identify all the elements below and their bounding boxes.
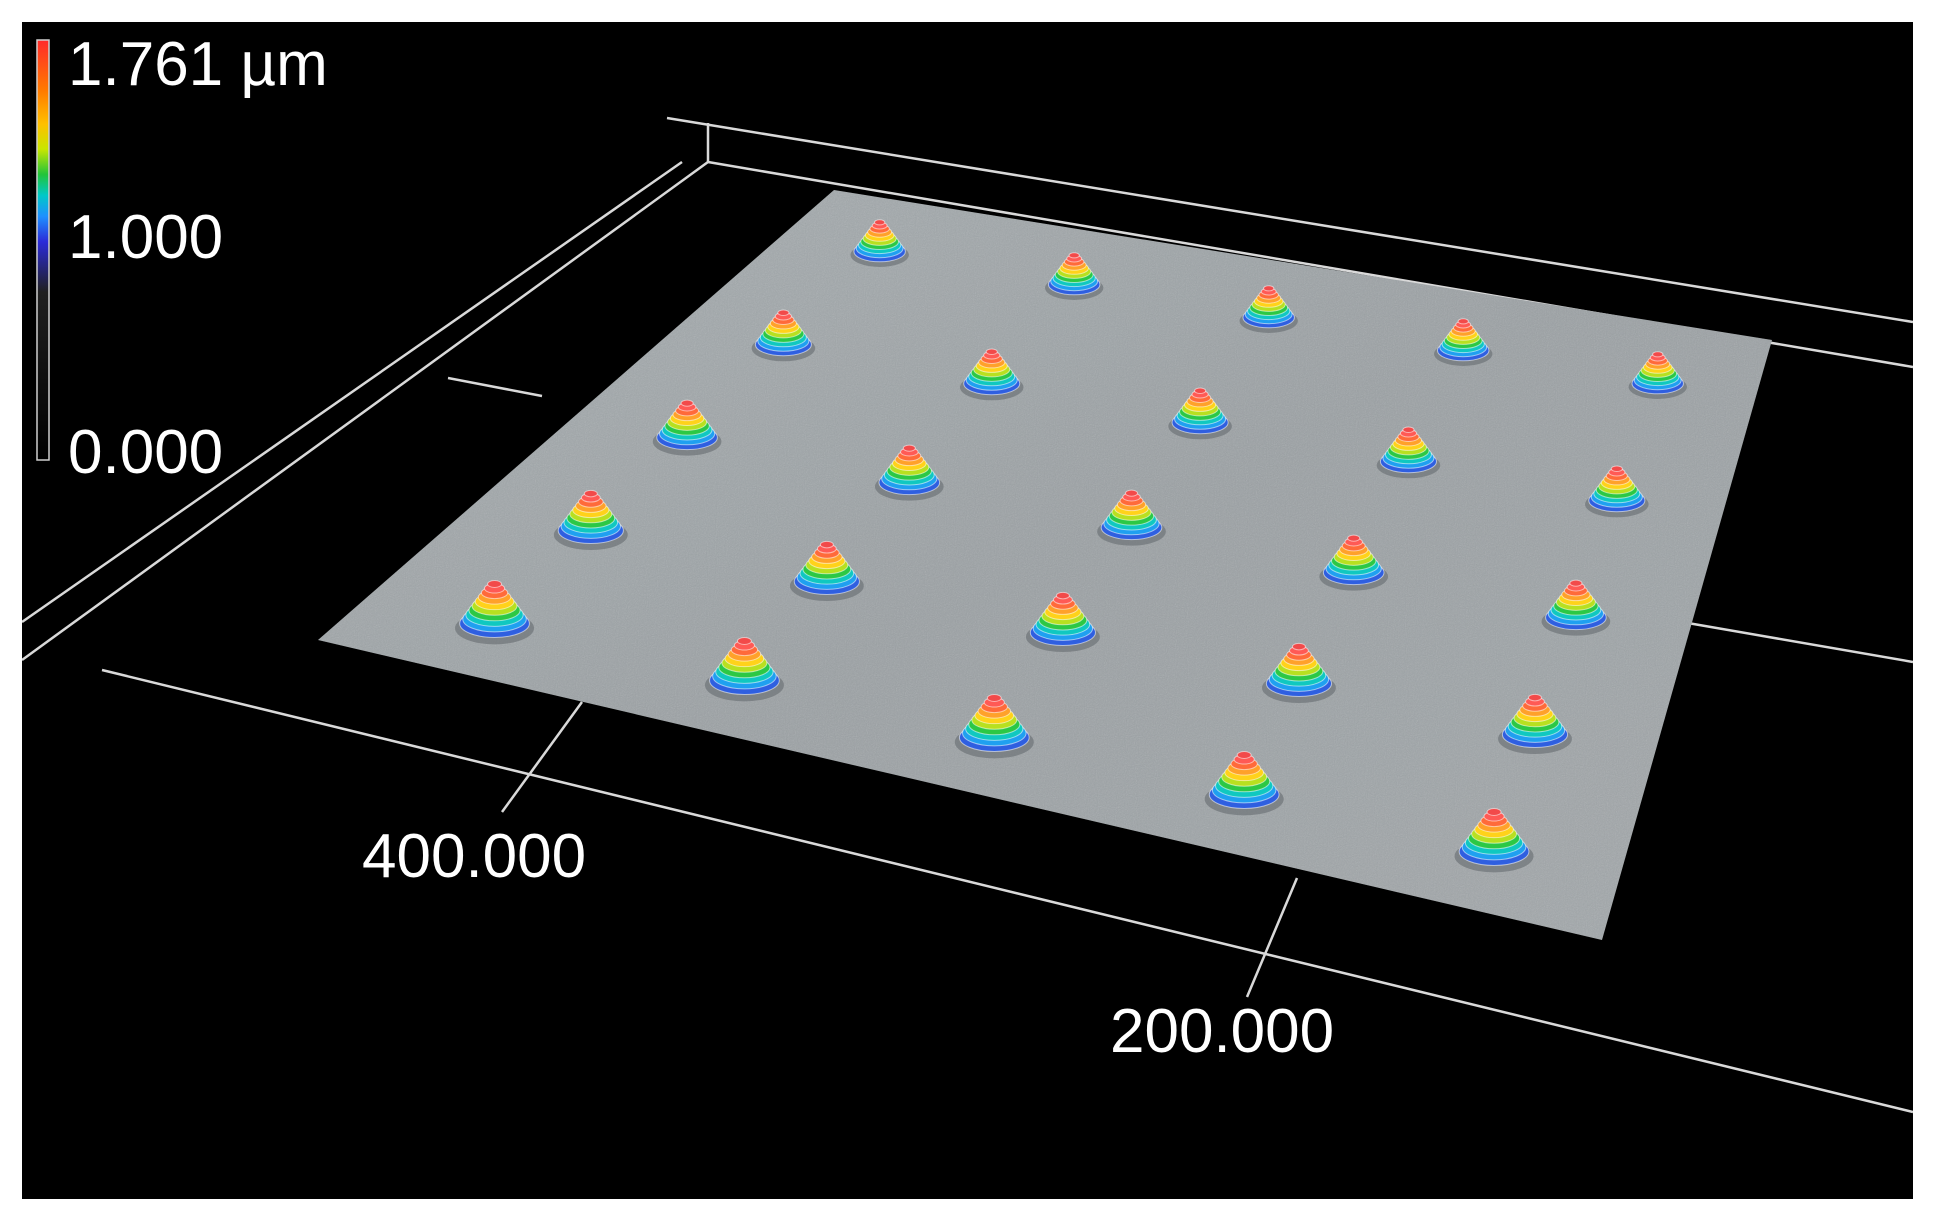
bump [1168, 387, 1232, 440]
bump [1045, 252, 1104, 300]
bump-array [455, 219, 1687, 873]
bump [1319, 534, 1389, 591]
box-edge-back-top [666, 116, 1913, 324]
bump [1541, 579, 1611, 636]
bump [1025, 591, 1100, 653]
bump [455, 580, 535, 645]
bump [850, 219, 909, 267]
bump-contour-ring [1457, 318, 1469, 325]
bump-contour-ring [986, 694, 1002, 702]
bump-contour-ring [1263, 285, 1275, 292]
bump [1434, 318, 1493, 366]
bump-contour-ring [1236, 751, 1252, 759]
bump [1262, 642, 1336, 704]
bump-contour-ring [1527, 693, 1542, 702]
bump-contour-ring [1193, 387, 1207, 395]
bump-contour-ring [777, 309, 790, 317]
bump [1498, 693, 1572, 755]
bounding-box-lines [22, 116, 1913, 1114]
bump [1628, 351, 1687, 399]
bump [652, 399, 722, 456]
x-tick-mark [500, 701, 584, 813]
bump [789, 540, 864, 602]
bump [1097, 489, 1166, 546]
bump-contour-ring [1055, 591, 1070, 600]
color-scale-bar [36, 39, 50, 461]
color-scale-mid-label: 1.000 [68, 203, 224, 272]
surface-plane [318, 190, 1772, 940]
bump-contour-ring [1610, 465, 1623, 473]
bump-contour-ring [1068, 252, 1080, 259]
bump [704, 637, 784, 702]
box-edge-left-floor [22, 160, 709, 662]
bump-contour-ring [1486, 808, 1502, 816]
color-scale-min-label: 0.000 [68, 418, 224, 487]
bump [1376, 426, 1441, 479]
bump-contour-ring [819, 540, 834, 549]
bump [874, 444, 944, 501]
bump-contour-ring [902, 444, 916, 452]
bump [1454, 808, 1534, 873]
bump-contour-ring [680, 399, 694, 407]
bump-contour-ring [736, 637, 752, 645]
bump-contour-ring [487, 580, 503, 588]
bump-contour-ring [1291, 642, 1306, 651]
color-scale-max-label: 1.761 µm [68, 30, 328, 99]
x-axis-tick-label: 400.000 [362, 822, 586, 891]
box-edge-inner-left [447, 376, 543, 398]
bump [1239, 285, 1298, 333]
bump [959, 348, 1024, 401]
bump-contour-ring [1124, 489, 1139, 497]
y-tick-mark [1245, 877, 1299, 998]
box-edge-front-floor [101, 668, 1913, 1114]
3d-surface-viewer[interactable]: 400.000 200.000 1.761 µm 1.000 0.000 [22, 22, 1913, 1199]
bump-contour-ring [874, 219, 886, 226]
bump [553, 489, 628, 551]
bump-contour-ring [583, 489, 598, 498]
bump-contour-ring [985, 348, 998, 356]
box-edge-left-top [22, 160, 683, 624]
bump [1204, 751, 1284, 816]
bump-contour-ring [1569, 579, 1583, 587]
bump [751, 309, 816, 362]
box-edge-inner-right [1681, 620, 1913, 664]
bump-contour-ring [1402, 426, 1415, 434]
bump-contour-ring [1652, 351, 1664, 358]
bump [1585, 465, 1649, 518]
y-axis-tick-label: 200.000 [1110, 997, 1334, 1066]
bump [954, 694, 1034, 759]
3d-scene: 400.000 200.000 [22, 39, 1913, 1114]
bump-contour-ring [1347, 534, 1361, 542]
